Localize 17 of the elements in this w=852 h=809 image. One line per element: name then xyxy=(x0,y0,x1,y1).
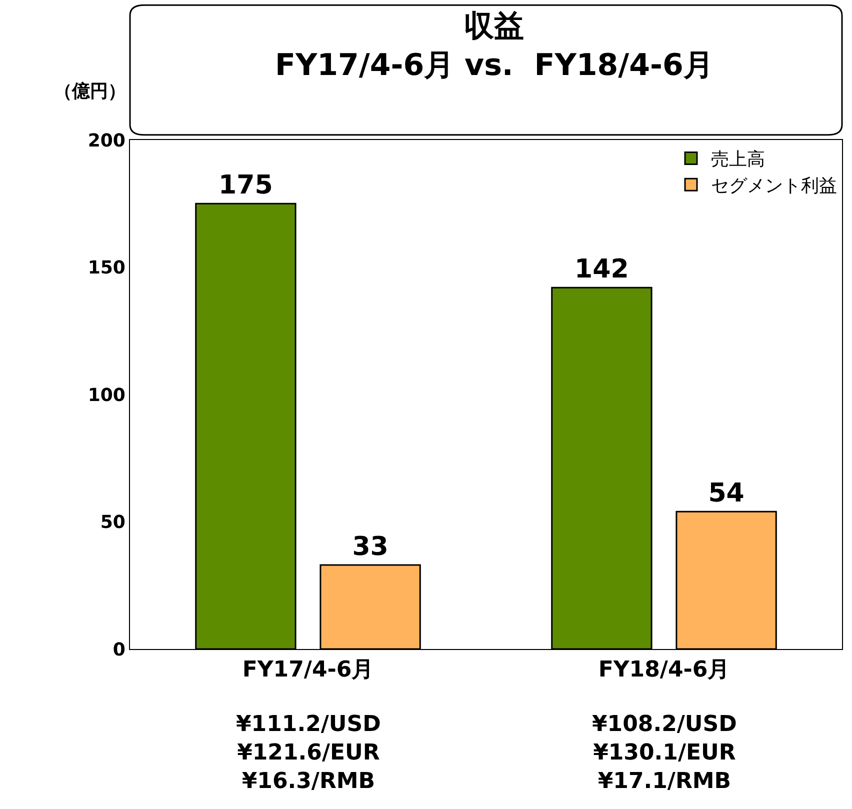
y-tick-label: 0 xyxy=(112,639,126,660)
text: ¥108.2/USD ¥130.1/EUR ¥17.1/RMB xyxy=(592,712,737,794)
text: ¥111.2/USD ¥121.6/EUR ¥16.3/RMB xyxy=(236,712,381,794)
x-tick-label: FY17/4-6月 xyxy=(242,657,374,682)
y-axis-title: （億円） xyxy=(54,81,126,102)
y-tick-label: 100 xyxy=(88,384,126,406)
data-label: 33 xyxy=(352,532,388,562)
data-label: 54 xyxy=(708,478,744,509)
chart-title: 収益 FY17/4-6月 vs. FY18/4-6月 xyxy=(274,9,714,83)
legend-label: 売上高 xyxy=(711,149,765,170)
data-label: 142 xyxy=(574,254,629,285)
x-tick-label: FY18/4-6月 xyxy=(598,657,730,682)
legend-label: セグメント利益 xyxy=(711,176,837,197)
y-tick-label: 150 xyxy=(88,258,126,279)
y-tick-label: 50 xyxy=(100,512,126,534)
y-tick-label: 200 xyxy=(88,130,126,152)
data-label: 175 xyxy=(218,170,273,201)
